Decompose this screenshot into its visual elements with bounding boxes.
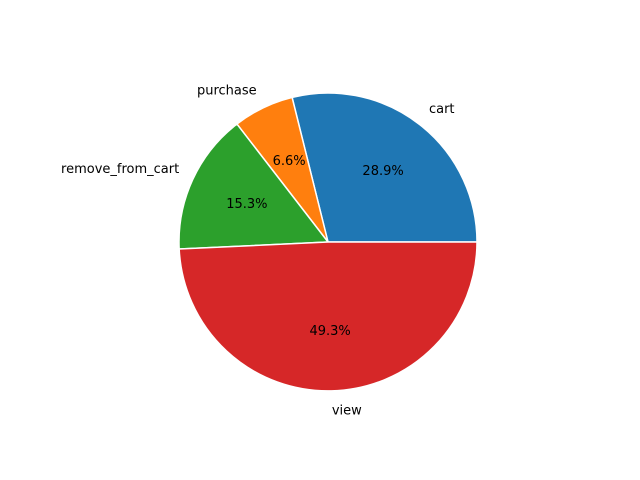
slice-percentage-view: 49.3% (309, 324, 350, 339)
pie-slice-remove-from-cart (178, 123, 329, 250)
pie-slices (178, 92, 478, 392)
slice-label-cart: cart (429, 102, 455, 117)
slice-percentage-purchase: 6.6% (273, 154, 306, 169)
pie-labels: cart 28.9% purchase 6.6% remove_from_cart 15.… (61, 83, 455, 418)
pie-slice-view (178, 241, 478, 392)
slice-label-purchase: purchase (197, 83, 257, 98)
slice-label-view: view (332, 404, 362, 419)
slice-percentage-cart: 28.9% (362, 164, 403, 179)
slice-label-remove-from-cart: remove_from_cart (61, 162, 179, 177)
slice-percentage-remove-from-cart: 15.3% (226, 197, 267, 212)
pie-slice-cart (291, 92, 478, 243)
